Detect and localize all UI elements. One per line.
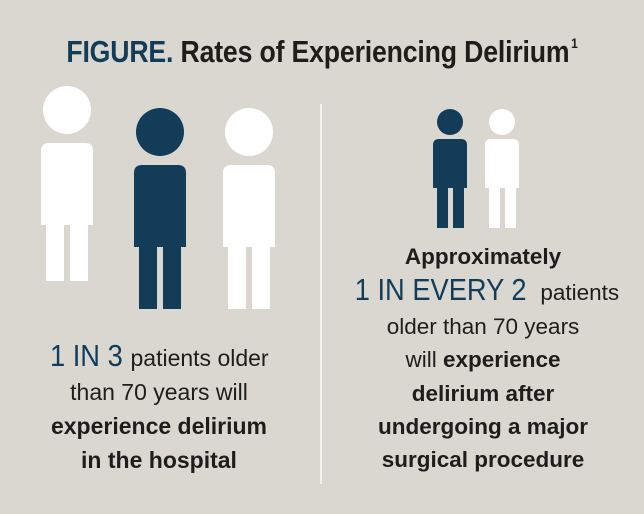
person-icon-navy-right — [433, 109, 467, 228]
right-highlight: 1 IN EVERY 2 — [354, 272, 527, 308]
right-text-3: will — [405, 347, 437, 373]
left-bold-1: experience delirium — [50, 413, 268, 439]
right-text-2: older than 70 years — [386, 313, 580, 339]
right-line-4: will experience — [322, 343, 644, 376]
right-text-1: patients — [540, 280, 620, 306]
figure-label: FIGURE. — [66, 34, 174, 69]
person-icon-white-right — [485, 109, 519, 228]
right-bold-4: surgical procedure — [381, 447, 585, 473]
left-text-1: patients older — [130, 345, 269, 371]
right-caption: Approximately 1 IN EVERY 2 patients olde… — [322, 240, 644, 477]
person-icon-white-1 — [41, 86, 93, 281]
figure-title: FIGURE. Rates of Experiencing Delirium 1 — [45, 34, 599, 70]
left-highlight: 1 IN 3 — [50, 338, 124, 373]
footnote-marker: 1 — [571, 35, 578, 51]
person-icon-navy — [134, 108, 186, 309]
right-bold-0: Approximately — [404, 244, 562, 269]
left-text-2: than 70 years will — [70, 379, 248, 405]
left-bold-2: in the hospital — [81, 447, 237, 473]
title-text: Rates of Experiencing Delirium — [180, 34, 570, 69]
right-line-2: 1 IN EVERY 2 patients — [322, 273, 644, 309]
column-divider — [320, 104, 322, 484]
right-figure-group — [430, 108, 526, 232]
left-figure-group — [30, 83, 286, 317]
right-bold-3: undergoing a major — [377, 414, 588, 440]
left-caption: 1 IN 3 patients older than 70 years will… — [0, 339, 318, 477]
right-bold-1: experience — [442, 347, 561, 373]
right-bold-2: delirium after — [411, 380, 555, 406]
left-line-1: 1 IN 3 patients older — [0, 339, 318, 375]
person-icon-white-2 — [223, 108, 275, 309]
